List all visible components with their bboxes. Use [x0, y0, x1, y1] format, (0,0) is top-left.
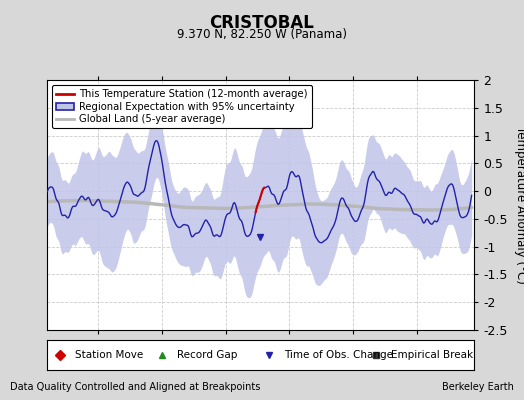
Text: Station Move: Station Move [75, 350, 143, 360]
Text: Empirical Break: Empirical Break [391, 350, 473, 360]
Text: Time of Obs. Change: Time of Obs. Change [284, 350, 393, 360]
Legend: This Temperature Station (12-month average), Regional Expectation with 95% uncer: This Temperature Station (12-month avera… [52, 85, 312, 128]
Text: Data Quality Controlled and Aligned at Breakpoints: Data Quality Controlled and Aligned at B… [10, 382, 261, 392]
Text: Berkeley Earth: Berkeley Earth [442, 382, 514, 392]
Y-axis label: Temperature Anomaly (°C): Temperature Anomaly (°C) [514, 126, 524, 284]
Text: Record Gap: Record Gap [178, 350, 238, 360]
Text: 9.370 N, 82.250 W (Panama): 9.370 N, 82.250 W (Panama) [177, 28, 347, 41]
Text: CRISTOBAL: CRISTOBAL [210, 14, 314, 32]
